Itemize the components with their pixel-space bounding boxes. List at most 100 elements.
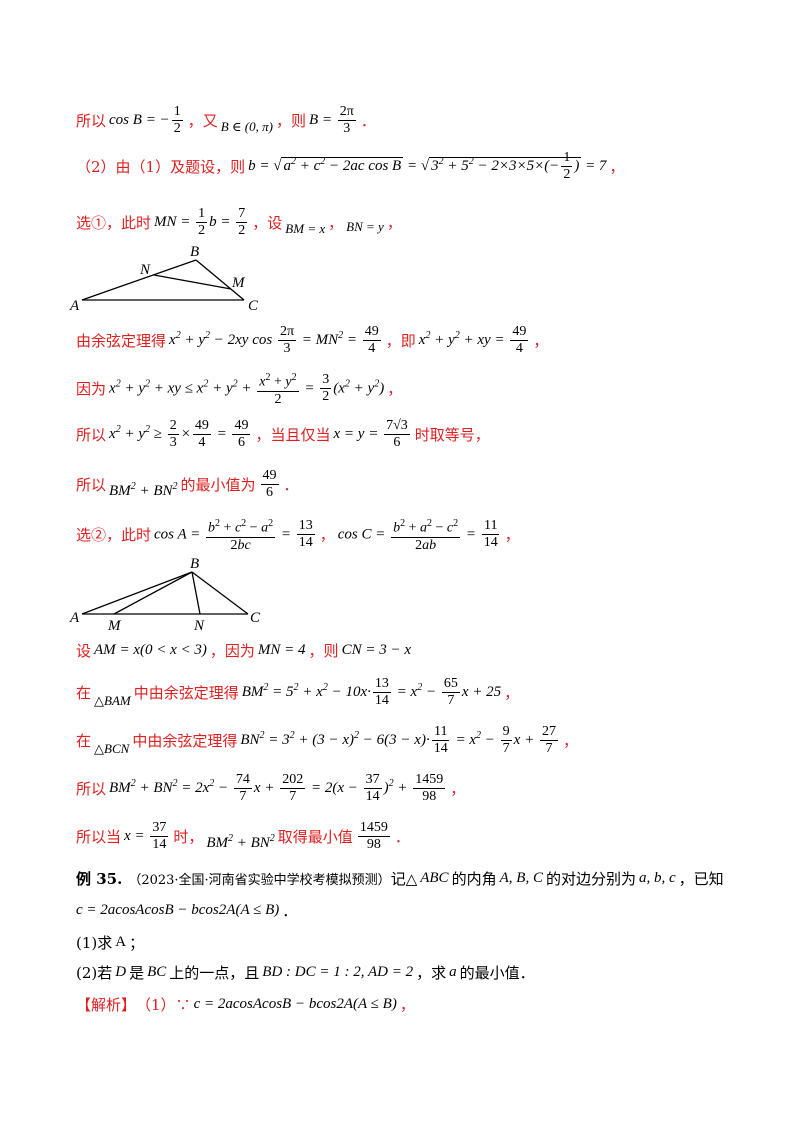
text: 时取等号， <box>414 426 490 444</box>
text: ， <box>609 158 625 176</box>
example-35-solution: 【解析】 （1）∵ c = 2acosAcosB − bcos2A(A ≤ B)… <box>76 996 415 1014</box>
text: ，即 <box>385 332 416 350</box>
formula: BN = y <box>346 218 384 234</box>
text: ，又 <box>187 112 218 130</box>
text: 所以 <box>76 112 107 130</box>
formula: x = y = 7√3 6 <box>333 418 410 450</box>
label-N: N <box>139 262 151 278</box>
text: ，设 <box>252 214 283 232</box>
formula: △BAM <box>94 692 131 708</box>
segment-MN <box>153 274 232 290</box>
text: （1）∵ <box>136 996 191 1014</box>
formula: a <box>449 964 457 980</box>
formula: cos C = b2 + a2 − c2 2ab = 11 14 <box>337 518 500 553</box>
text: ，则 <box>308 642 339 660</box>
text: ， <box>533 332 549 350</box>
formula: D <box>115 964 127 980</box>
text: ，当且仅当 <box>255 426 331 444</box>
line-bound: 所以 x2 + y2 ≥ 2 3 × 49 4 = 49 6 ，当且仅当 x = y = … <box>76 418 490 451</box>
text: 因为 <box>76 380 107 399</box>
text: ，因为 <box>209 642 255 660</box>
triangle-figure-1: A B C N M <box>69 244 259 314</box>
formula: B = 2π 3 <box>308 104 356 136</box>
text: 时， <box>173 828 204 846</box>
formula: BM = x <box>285 220 326 236</box>
text: 由余弦定理得 <box>76 332 167 350</box>
text: 所以 <box>76 426 107 444</box>
text: 在 <box>76 684 92 702</box>
text: 中由余弦定理得 <box>132 732 238 750</box>
text: 所以 <box>76 780 107 798</box>
text: 取得最小值 <box>277 828 353 846</box>
formula: △BCN <box>94 740 130 756</box>
text: ，求 <box>416 964 447 982</box>
formula: CN = 3 − x <box>341 642 411 658</box>
text: ，则 <box>275 112 306 130</box>
formula: BM2 = 52 + x2 − 10x· 13 14 = x2 − 65 7 x + 2… <box>241 676 502 708</box>
formula: BM2 + BN2 = 2x2 − 74 7 x + 202 7 = 2(x − 37… <box>109 772 446 804</box>
formula: BM2 + BN2 <box>109 481 178 499</box>
label-M: M <box>107 618 122 634</box>
text: 上的一点，且 <box>169 964 260 982</box>
example-35-q1: (1)求 A ； <box>76 932 144 953</box>
text: 记△ <box>390 870 418 888</box>
text: (1)求 <box>76 934 113 952</box>
text: ， <box>450 780 466 798</box>
line-BAM: 在 △BAM 中由余弦定理得 BM2 = 52 + x2 − 10x· 13 14 … <box>76 676 519 709</box>
example-35-header: 例 35. （2023·全国·河南省实验中学校考模拟预测） 记△ ABC 的内角… <box>76 868 724 889</box>
text: ． <box>394 828 410 846</box>
formula: cos A = b2 + c2 − a2 2bc = 13 14 <box>154 518 315 553</box>
line-choice2: 选②，此时 cos A = b2 + c2 − a2 2bc = 13 14 ， c… <box>76 518 520 553</box>
formula: BC <box>147 964 167 980</box>
text: 在 <box>76 732 92 750</box>
formula: x2 + y2 ≥ 2 3 × 49 4 = 49 6 <box>109 418 251 450</box>
text: （2）由（1）及题设，则 <box>76 158 246 176</box>
formula: a, b, c <box>638 870 676 886</box>
text: 的最小值为 <box>180 476 256 494</box>
side-BC <box>195 259 245 301</box>
label-M: M <box>231 275 246 291</box>
solution-label: 【解析】 <box>76 996 137 1014</box>
line-min2: 所以当 x = 37 14 时， BM2 + BN2 取得最小值 1459 98 ． <box>76 820 410 853</box>
line-set-AM: 设 AM = x(0 < x < 3) ，因为 MN = 4 ，则 CN = 3… <box>76 640 414 661</box>
line-cosine-law: 由余弦定理得 x2 + y2 − 2xy cos 2π 3 = MN2 = 49 4… <box>76 324 548 357</box>
triangle-figure-2: A B C M N <box>69 556 261 634</box>
formula: c = 2acosAcosB − bcos2A(A ≤ B) <box>76 902 280 918</box>
label-N: N <box>193 618 205 634</box>
text: ， <box>387 380 403 399</box>
text: (2)若 <box>76 964 113 982</box>
side-AB <box>81 259 197 301</box>
label-B: B <box>190 556 199 572</box>
formula: BD : DC = 1 : 2, AD = 2 <box>262 964 414 980</box>
formula: cos B = −1 2 <box>109 104 183 136</box>
text: 设 <box>76 642 92 660</box>
example-35-q2: (2)若 D 是 BC 上的一点，且 BD : DC = 1 : 2, AD =… <box>76 962 535 983</box>
formula: B ∈ (0, π) <box>220 118 273 134</box>
segment-BM <box>113 571 193 615</box>
side-BC <box>191 571 249 615</box>
line-cosB: 所以 cos B = −1 2 ，又 B ∈ (0, π) ，则 B = 2π 3 … <box>76 104 376 137</box>
formula: A <box>115 934 127 950</box>
text: ， <box>504 684 520 702</box>
formula: 1459 98 <box>357 820 390 852</box>
formula: x = 37 14 <box>124 820 169 852</box>
text: 的内角 <box>451 870 497 888</box>
label-C: C <box>250 610 261 626</box>
formula: 49 6 <box>260 468 279 500</box>
formula: BN2 = 32 + (3 − x)2 − 6(3 − x)· 11 14 = x2… <box>240 724 558 756</box>
text: ． <box>283 476 299 494</box>
text: ， <box>504 526 520 545</box>
text: 的最小值． <box>459 964 535 982</box>
line-b-value: （2）由（1）及题设，则 b = √ a2 + c2 − 2ac cos B = … <box>76 150 624 183</box>
text: 选①，此时 <box>76 214 152 232</box>
formula: x2 + y2 + xy = 49 4 <box>418 324 529 356</box>
text: ； <box>129 934 145 952</box>
text: ， <box>386 214 402 232</box>
label-A: A <box>69 298 80 314</box>
formula: A, B, C <box>499 870 543 886</box>
label-B: B <box>190 244 199 260</box>
line-min1: 所以 BM2 + BN2 的最小值为 49 6 ． <box>76 468 299 501</box>
example-label: 例 35. <box>76 870 123 888</box>
